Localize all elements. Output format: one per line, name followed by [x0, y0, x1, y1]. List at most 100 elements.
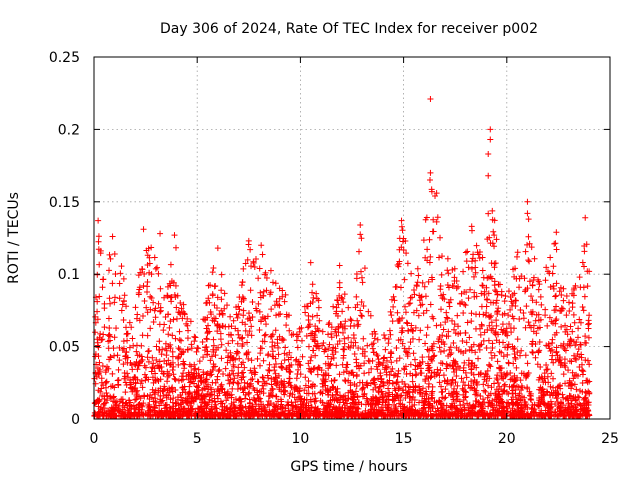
- data-point: [124, 359, 131, 366]
- data-point: [552, 400, 559, 407]
- data-point: [145, 402, 152, 409]
- data-point: [158, 368, 165, 375]
- data-point: [172, 282, 179, 289]
- data-point: [360, 335, 367, 342]
- data-point: [466, 334, 473, 341]
- data-point: [149, 386, 156, 393]
- data-point: [386, 389, 393, 396]
- data-point: [240, 265, 247, 272]
- data-point: [155, 270, 162, 277]
- data-point: [518, 383, 525, 390]
- data-point: [319, 410, 326, 417]
- data-point: [189, 374, 196, 381]
- data-point: [94, 308, 101, 315]
- data-point: [381, 354, 388, 361]
- data-point: [144, 252, 151, 259]
- data-point: [327, 361, 334, 368]
- data-point: [404, 260, 411, 267]
- data-point: [92, 353, 99, 360]
- data-point: [217, 383, 224, 390]
- data-point: [278, 364, 285, 371]
- data-point: [535, 286, 542, 293]
- data-point: [203, 325, 210, 332]
- data-point: [560, 285, 567, 292]
- data-point: [407, 339, 414, 346]
- data-point: [453, 372, 460, 379]
- data-point: [345, 334, 352, 341]
- data-point: [498, 349, 505, 356]
- data-point: [458, 290, 465, 297]
- data-point: [171, 375, 178, 382]
- data-point: [547, 283, 554, 290]
- data-point: [495, 305, 502, 312]
- data-point: [330, 355, 337, 362]
- data-point: [275, 411, 282, 418]
- data-point: [457, 402, 464, 409]
- data-point: [551, 240, 558, 247]
- data-point: [252, 397, 259, 404]
- data-point: [175, 361, 182, 368]
- data-point: [239, 374, 246, 381]
- data-point: [509, 387, 516, 394]
- data-point: [407, 300, 414, 307]
- data-point: [102, 384, 109, 391]
- data-point: [148, 368, 155, 375]
- data-point: [232, 413, 239, 420]
- data-point: [200, 369, 207, 376]
- data-point: [101, 324, 108, 331]
- data-point: [305, 343, 312, 350]
- data-point: [110, 398, 117, 405]
- data-point: [99, 276, 106, 283]
- data-point: [451, 411, 458, 418]
- data-point: [505, 400, 512, 407]
- data-point: [224, 354, 231, 361]
- data-point: [269, 411, 276, 418]
- data-point: [205, 381, 212, 388]
- data-point: [282, 344, 289, 351]
- data-point: [529, 297, 536, 304]
- data-point: [488, 413, 495, 420]
- data-point: [175, 353, 182, 360]
- data-point: [242, 395, 249, 402]
- data-point: [352, 339, 359, 346]
- data-point: [514, 349, 521, 356]
- data-point: [268, 375, 275, 382]
- data-point: [114, 352, 121, 359]
- data-point: [375, 410, 382, 417]
- data-point: [575, 346, 582, 353]
- data-point: [407, 405, 414, 412]
- data-point: [544, 373, 551, 380]
- data-point: [169, 353, 176, 360]
- data-point: [175, 345, 182, 352]
- data-point: [483, 309, 490, 316]
- data-point: [480, 396, 487, 403]
- data-point: [410, 309, 417, 316]
- data-point: [584, 283, 591, 290]
- data-point: [359, 385, 366, 392]
- data-point: [293, 356, 300, 363]
- data-point: [362, 401, 369, 408]
- data-point: [558, 305, 565, 312]
- data-point: [302, 412, 309, 419]
- data-point: [347, 379, 354, 386]
- data-point: [386, 371, 393, 378]
- data-point: [438, 292, 445, 299]
- data-point: [237, 409, 244, 416]
- data-point: [436, 398, 443, 405]
- data-point: [260, 403, 267, 410]
- data-point: [115, 366, 122, 373]
- data-point: [108, 395, 115, 402]
- data-point: [553, 316, 560, 323]
- data-point: [160, 392, 167, 399]
- data-point: [582, 357, 589, 364]
- y-tick-label: 0.1: [58, 267, 80, 283]
- data-point: [135, 272, 142, 279]
- data-point: [347, 409, 354, 416]
- data-point: [404, 320, 411, 327]
- data-point: [206, 299, 213, 306]
- data-point: [511, 290, 518, 297]
- data-point: [576, 274, 583, 281]
- data-point: [151, 409, 158, 416]
- data-point: [523, 303, 530, 310]
- data-point: [505, 390, 512, 397]
